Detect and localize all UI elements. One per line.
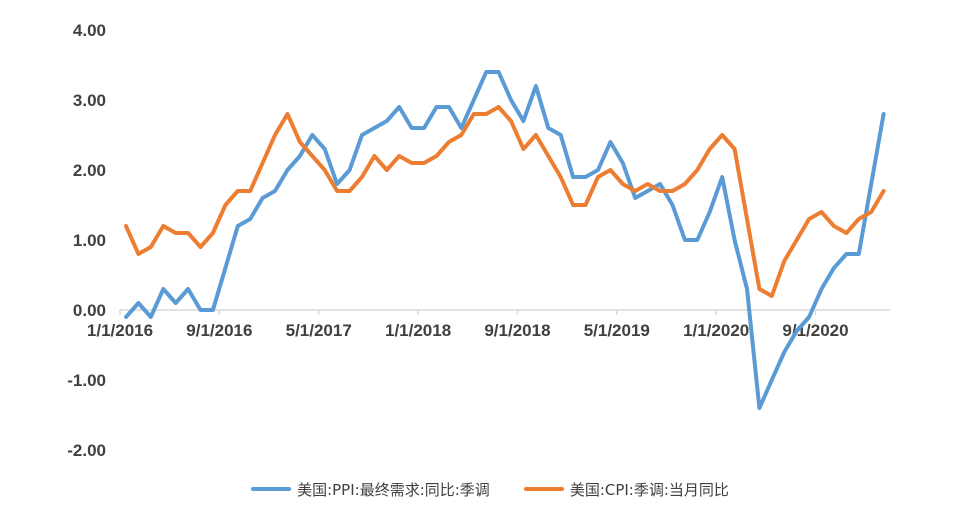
y-tick-label: -1.00 (67, 371, 106, 390)
y-tick-label: 0.00 (73, 301, 106, 320)
legend-label-ppi: 美国:PPI:最终需求:同比:季调 (297, 480, 490, 499)
series-line-ppi (124, 70, 886, 410)
series-line-cpi (124, 105, 886, 298)
x-tick-label: 5/1/2017 (286, 321, 352, 340)
y-axis-labels: 4.00 3.00 2.00 1.00 0.00 -1.00 -2.00 (67, 21, 106, 460)
y-tick-label: -2.00 (67, 441, 106, 460)
x-tick-label: 9/1/2018 (484, 321, 550, 340)
y-tick-label: 3.00 (73, 91, 106, 110)
x-tick-label: 1/1/2016 (87, 321, 153, 340)
y-tick-label: 1.00 (73, 231, 106, 250)
legend-item-cpi: 美国:CPI:季调:当月同比 (523, 479, 729, 500)
y-tick-label: 2.00 (73, 161, 106, 180)
legend-swatch-ppi-icon (251, 487, 292, 491)
legend-swatch-cpi-icon (523, 487, 564, 491)
y-tick-label: 4.00 (73, 21, 106, 40)
x-tick-label: 1/1/2020 (683, 321, 749, 340)
x-tick-label: 1/1/2018 (385, 321, 451, 340)
x-tick-label: 5/1/2019 (584, 321, 650, 340)
x-tick-label: 9/1/2016 (186, 321, 252, 340)
legend-item-ppi: 美国:PPI:最终需求:同比:季调 (251, 479, 490, 500)
series-lines (124, 70, 886, 410)
x-axis: 1/1/2016 9/1/2016 5/1/2017 1/1/2018 9/1/2018… (87, 309, 890, 340)
legend-label-cpi: 美国:CPI:季调:当月同比 (569, 480, 729, 499)
chart-legend: 美国:PPI:最终需求:同比:季调 美国:CPI:季调:当月同比 (0, 474, 960, 504)
